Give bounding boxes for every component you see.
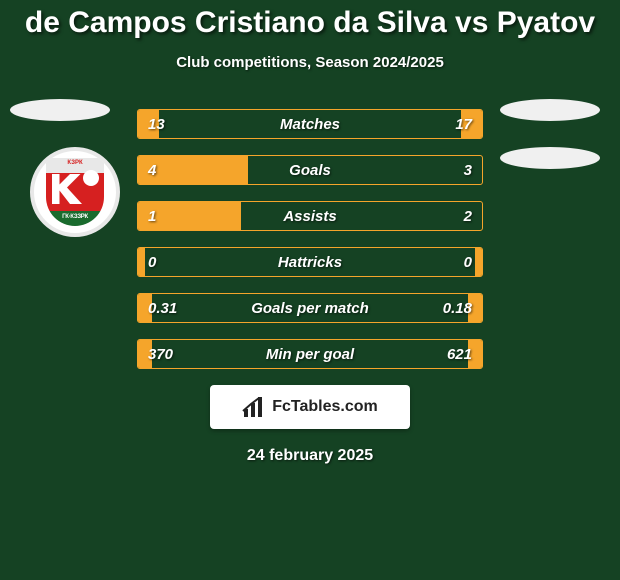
stat-label: Min per goal	[138, 346, 482, 363]
stat-value-right: 2	[464, 208, 472, 225]
right-club-badge-placeholder	[500, 147, 600, 169]
club-top-text: КЗРК	[46, 160, 104, 166]
stat-label: Hattricks	[138, 254, 482, 271]
bar-chart-icon	[242, 395, 268, 419]
stat-value-right: 17	[455, 116, 472, 133]
right-player-photo-placeholder	[500, 99, 600, 121]
club-letter-icon	[52, 174, 82, 204]
source-label: FcTables.com	[272, 398, 378, 416]
stat-value-right: 0	[464, 254, 472, 271]
stat-row: 1 Assists 2	[137, 201, 483, 231]
club-shield-icon: КЗРК ГК·КЗЗРК	[46, 158, 104, 226]
page-subtitle: Club competitions, Season 2024/2025	[0, 54, 620, 71]
stat-label: Assists	[138, 208, 482, 225]
stat-row: 370 Min per goal 621	[137, 339, 483, 369]
stat-label: Goals	[138, 162, 482, 179]
right-player-column	[500, 99, 600, 195]
stat-rows: 13 Matches 17 4 Goals 3 1 Assists 2 0 Ha…	[137, 109, 483, 369]
stat-value-right: 621	[447, 346, 472, 363]
stat-row: 4 Goals 3	[137, 155, 483, 185]
left-club-badge: КЗРК ГК·КЗЗРК	[30, 147, 120, 237]
source-badge: FcTables.com	[210, 385, 410, 429]
fctables-logo: FcTables.com	[242, 395, 378, 419]
club-bottom-text: ГК·КЗЗРК	[46, 214, 104, 220]
club-ball-icon	[83, 170, 99, 186]
left-player-column: КЗРК ГК·КЗЗРК	[10, 99, 110, 237]
stat-value-right: 3	[464, 162, 472, 179]
stat-row: 13 Matches 17	[137, 109, 483, 139]
stat-row: 0 Hattricks 0	[137, 247, 483, 277]
page-title: de Campos Cristiano da Silva vs Pyatov	[0, 0, 620, 40]
stat-row: 0.31 Goals per match 0.18	[137, 293, 483, 323]
stat-label: Goals per match	[138, 300, 482, 317]
stats-area: КЗРК ГК·КЗЗРК 13 Matches 17 4 Goals 3	[0, 109, 620, 369]
left-player-photo-placeholder	[10, 99, 110, 121]
stat-label: Matches	[138, 116, 482, 133]
footer-date: 24 february 2025	[0, 447, 620, 465]
stat-value-right: 0.18	[443, 300, 472, 317]
